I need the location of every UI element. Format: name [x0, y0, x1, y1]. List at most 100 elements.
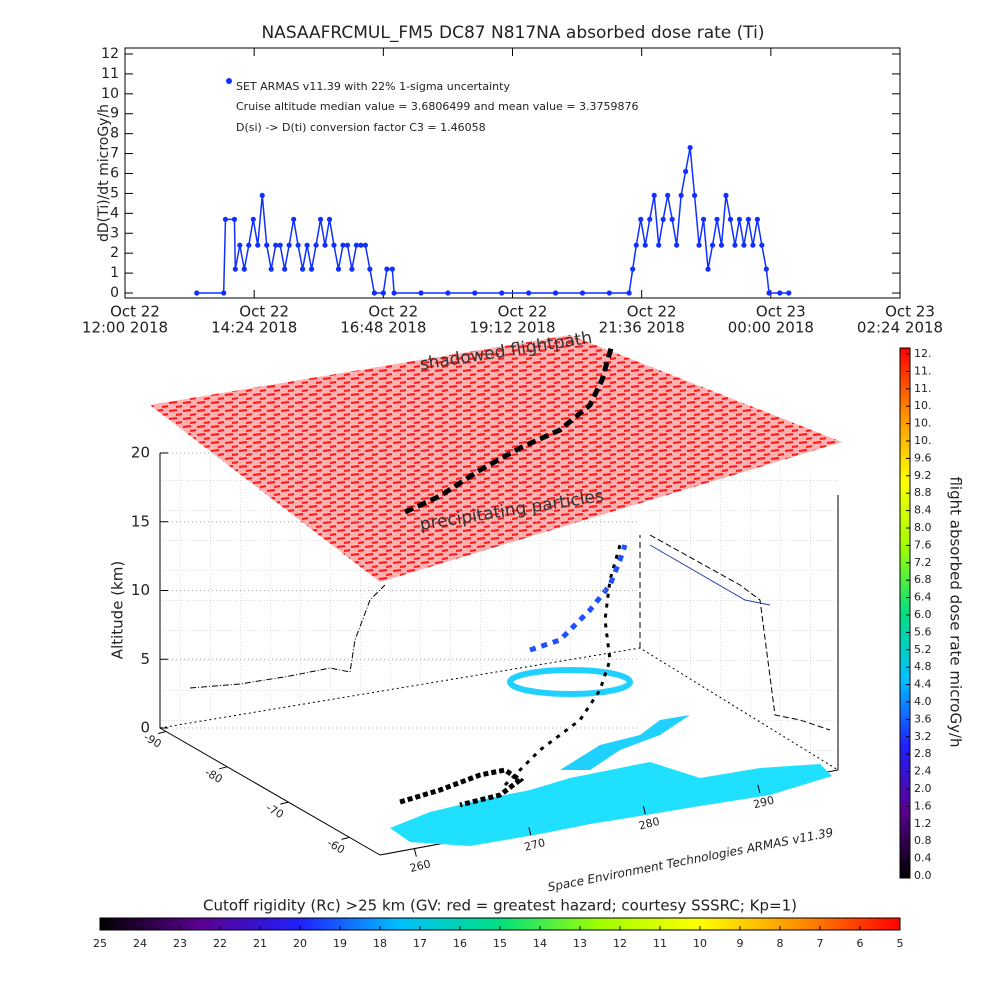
colorbar-tick-label: 11.	[914, 364, 932, 377]
data-point	[647, 216, 653, 222]
data-point	[656, 242, 662, 248]
data-point	[295, 242, 301, 248]
data-point	[660, 216, 666, 222]
colorbar-tick-label: 11.	[914, 382, 932, 395]
credit: Space Environment Technologies ARMAS v11…	[547, 825, 835, 894]
data-point	[353, 242, 360, 248]
side-wall	[640, 420, 838, 770]
colorbar-tick-label: 6.0	[914, 608, 932, 621]
data-point	[304, 242, 310, 248]
lon-tick-label: 260	[408, 857, 432, 875]
data-point	[745, 216, 752, 222]
z-tick-label: 0	[140, 719, 150, 737]
x-tick-label: 12:00 2018	[82, 319, 168, 337]
data-point	[282, 266, 288, 272]
data-point	[222, 216, 229, 222]
data-point	[736, 216, 743, 222]
data-point	[268, 266, 274, 272]
chart-title: NASAAFRCMUL_FM5 DC87 N817NA absorbed dos…	[261, 23, 764, 43]
data-point	[326, 216, 333, 222]
annotation: Cruise altitude median value = 3.6806499…	[236, 100, 639, 113]
data-point	[642, 242, 648, 248]
data-point	[718, 242, 725, 248]
flight-path-ground	[399, 767, 525, 808]
data-point	[777, 290, 783, 296]
colorbar-tick-label: 10.	[914, 417, 932, 430]
colorbar-tick-label: 17	[413, 937, 427, 950]
lat-tick	[157, 731, 167, 735]
data-point	[241, 266, 247, 272]
colorbar-tick-label: 3.6	[914, 712, 932, 725]
data-point	[552, 290, 559, 296]
data-point	[741, 242, 747, 248]
lat-tick-label: -80	[203, 766, 225, 786]
colorbar-tick-label: 5.6	[914, 625, 932, 638]
x-tick-label: Oct 22	[498, 303, 548, 321]
scene-3d	[150, 335, 842, 856]
data-point	[750, 242, 756, 248]
y-tick-label: 0	[110, 285, 119, 301]
data-point	[391, 290, 397, 296]
data-point	[308, 266, 315, 272]
legend-marker	[226, 78, 232, 84]
data-point	[237, 242, 243, 248]
data-point	[389, 266, 395, 272]
x-tick-label: Oct 23	[885, 303, 935, 321]
data-point	[669, 216, 675, 222]
colorbar-tick-label: 2.4	[914, 765, 932, 778]
colorbar-tick-label: 8.0	[914, 521, 932, 534]
data-point	[786, 290, 792, 296]
projection-path	[649, 544, 771, 606]
y-tick-label: 11	[101, 66, 119, 82]
lat-tick	[341, 836, 350, 840]
y-tick-label: 1	[110, 265, 119, 281]
colorbar	[899, 347, 911, 879]
colorbar-tick-label: 10	[693, 937, 707, 950]
data-point	[367, 266, 373, 272]
colorbar-tick-label: 0.0	[914, 869, 932, 882]
data-point	[696, 242, 702, 248]
colorbar-tick-label: 18	[373, 937, 387, 950]
data-point	[371, 290, 377, 296]
colorbar-tick-label: 2.0	[914, 782, 932, 795]
data-point	[246, 242, 252, 248]
x-tick-label: 14:24 2018	[211, 319, 297, 337]
lat-tick-label: -70	[264, 801, 286, 821]
data-point	[705, 266, 711, 272]
y-tick-label: 7	[110, 146, 119, 162]
x-tick-label: Oct 22	[110, 303, 160, 321]
flight-path-descent	[503, 544, 622, 787]
data-point	[579, 290, 586, 296]
y-axis-label: dD(Ti)/dt microGy/h	[96, 104, 112, 242]
map-region	[560, 715, 690, 770]
data-point	[674, 242, 680, 248]
data-point	[358, 242, 364, 248]
lon-tick	[528, 827, 532, 836]
x-tick-label: Oct 22	[368, 303, 418, 321]
data-point	[763, 266, 769, 272]
colorbar-tick-label: 10.	[914, 434, 932, 447]
colorbar-tick-label: 0.4	[914, 852, 932, 865]
data-point	[362, 242, 368, 248]
colorbar-tick-label: 19	[333, 937, 347, 950]
data-point	[499, 290, 505, 296]
y-tick-label: 3	[110, 225, 119, 241]
colorbar-tick-label: 12	[613, 937, 627, 950]
colorbar-tick-label: 16	[453, 937, 467, 950]
map-region	[390, 762, 832, 846]
data-point	[349, 266, 355, 272]
x-tick-label: Oct 22	[239, 303, 289, 321]
data-point	[665, 192, 671, 199]
data-point	[380, 290, 386, 296]
colorbar-tick-label: 22	[213, 937, 227, 950]
dose-markers	[529, 544, 628, 653]
data-point	[340, 242, 346, 248]
data-point	[732, 242, 738, 248]
data-point	[291, 216, 297, 222]
data-point	[606, 290, 612, 296]
data-point	[651, 192, 657, 199]
data-point	[691, 192, 698, 199]
y-tick-label: 8	[110, 126, 119, 142]
x-tick-label: 02:24 2018	[857, 319, 943, 337]
data-point	[727, 216, 734, 222]
